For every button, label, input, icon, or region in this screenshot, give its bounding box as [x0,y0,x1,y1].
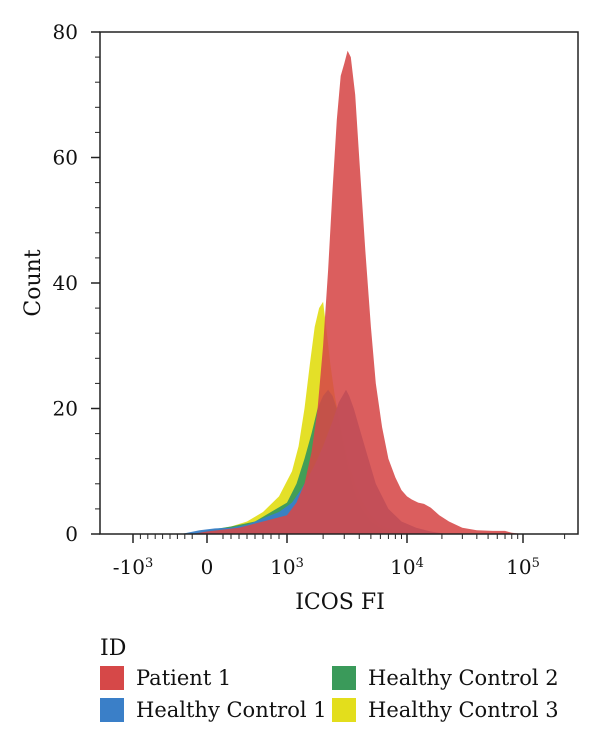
x-tick-label: 104 [390,555,424,579]
x-axis-label: ICOS FI [295,590,385,615]
legend-swatch [332,698,356,722]
x-tick-label: 103 [270,555,304,579]
histogram-chart: -103 0 103 104 105 0 20 40 60 80 ICOS FI Count [21,20,579,615]
y-axis-label: Count [21,249,46,316]
series-area-patient-1 [100,50,578,535]
legend-label: Patient 1 [136,666,232,690]
x-tick-label: 0 [201,555,214,579]
legend: ID Patient 1 Healthy Control 2 Healthy C… [100,636,580,746]
legend-item-patient-1: Patient 1 [100,666,332,690]
legend-swatch [100,666,124,690]
legend-label: Healthy Control 3 [368,698,559,722]
x-tick-label: -103 [113,555,154,579]
series-layer [100,50,578,535]
x-axis-ticks: -103 0 103 104 105 [113,534,540,579]
legend-item-healthy-control-2: Healthy Control 2 [332,666,572,690]
y-tick-label: 80 [53,20,78,44]
x-tick-label: 105 [506,555,540,579]
legend-swatch [100,698,124,722]
y-tick-label: 40 [53,271,78,295]
legend-swatch [332,666,356,690]
legend-grid: Patient 1 Healthy Control 2 Healthy Cont… [100,666,580,722]
legend-title: ID [100,636,127,661]
y-axis-ticks: 0 20 40 60 80 [53,20,100,546]
legend-item-healthy-control-3: Healthy Control 3 [332,698,572,722]
legend-item-healthy-control-1: Healthy Control 1 [100,698,332,722]
y-tick-label: 0 [65,522,78,546]
y-tick-label: 20 [53,397,78,421]
legend-label: Healthy Control 2 [368,666,559,690]
y-tick-label: 60 [53,146,78,170]
legend-label: Healthy Control 1 [136,698,327,722]
minor-ticks [95,56,566,539]
